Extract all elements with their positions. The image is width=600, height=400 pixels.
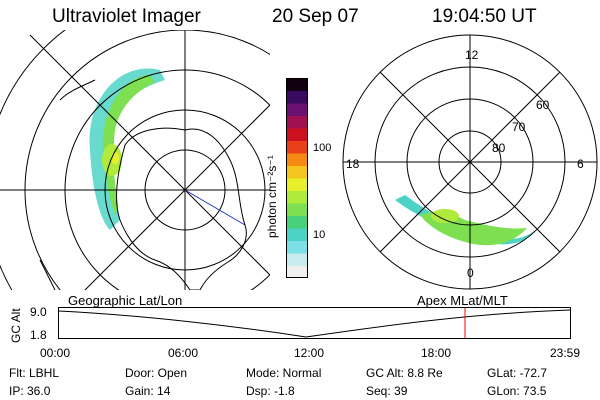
right-map-caption: Apex MLat/MLT	[417, 293, 508, 308]
timeline-y-tick-low: 1.8	[30, 328, 47, 342]
mlat-label-70: 70	[512, 120, 526, 134]
colorbar-swatch	[286, 165, 308, 179]
colorbar-swatch	[286, 203, 308, 216]
colorbar-swatch	[286, 215, 308, 229]
colorbar-swatch	[286, 78, 308, 91]
colorbar-tick-100: 100	[313, 142, 332, 154]
timeline-plot	[58, 307, 571, 339]
geographic-map	[0, 30, 270, 290]
timeline-x-tick-1800: 18:00	[421, 346, 452, 360]
colorbar-swatch	[286, 228, 308, 241]
coastline	[116, 127, 247, 290]
timeline-x-tick-2359: 23:59	[550, 346, 581, 360]
colorbar-swatch	[286, 115, 308, 129]
mlt-label-12: 12	[465, 48, 479, 62]
footer-glon: GLon: 73.5	[487, 384, 547, 398]
colorbar-swatch	[286, 190, 308, 204]
footer-gc-alt: GC Alt: 8.8 Re	[366, 366, 443, 380]
observation-time: 19:04:50 UT	[432, 6, 537, 27]
timeline-x-tick-0000: 00:00	[40, 346, 71, 360]
mlt-label-0: 0	[467, 266, 474, 280]
colorbar-swatch	[286, 153, 308, 166]
footer-filter: Flt: LBHL	[9, 366, 60, 380]
mlt-label-18: 18	[346, 157, 360, 171]
mlat-label-60: 60	[536, 98, 550, 112]
footer-dsp: Dsp: -1.8	[246, 384, 295, 398]
timeline-y-axis-label: GC Alt	[9, 308, 23, 343]
timeline-x-tick-1200: 12:00	[294, 346, 325, 360]
footer-glat: GLat: -72.7	[487, 366, 548, 380]
left-map-caption: Geographic Lat/Lon	[68, 293, 183, 308]
colorbar-swatch	[286, 178, 308, 191]
colorbar-unit: photon cm⁻²s⁻¹	[265, 155, 279, 238]
colorbar-swatch	[286, 90, 308, 104]
colorbar	[286, 78, 308, 278]
colorbar-swatch	[286, 140, 308, 154]
footer-mode: Mode: Normal	[246, 366, 322, 380]
instrument-title: Ultraviolet Imager	[52, 6, 201, 27]
mlt-label-6: 6	[577, 157, 584, 171]
colorbar-frame	[286, 78, 308, 278]
colorbar-tick-10: 10	[313, 229, 326, 241]
timeline-x-tick-0600: 06:00	[168, 346, 199, 360]
colorbar-swatch	[286, 103, 308, 116]
footer-door: Door: Open	[125, 366, 188, 380]
colorbar-swatch	[286, 128, 308, 141]
mlat-label-80: 80	[492, 141, 506, 155]
footer-seq: Seq: 39	[366, 384, 408, 398]
footer-ip: IP: 36.0	[9, 384, 51, 398]
colorbar-swatch	[286, 240, 308, 254]
magnetic-polar-map	[342, 34, 598, 290]
observation-date: 20 Sep 07	[272, 6, 359, 27]
colorbar-swatch	[286, 265, 308, 278]
footer-gain: Gain: 14	[125, 384, 171, 398]
timeline-y-tick-high: 9.0	[30, 305, 47, 319]
colorbar-swatch	[286, 253, 308, 266]
